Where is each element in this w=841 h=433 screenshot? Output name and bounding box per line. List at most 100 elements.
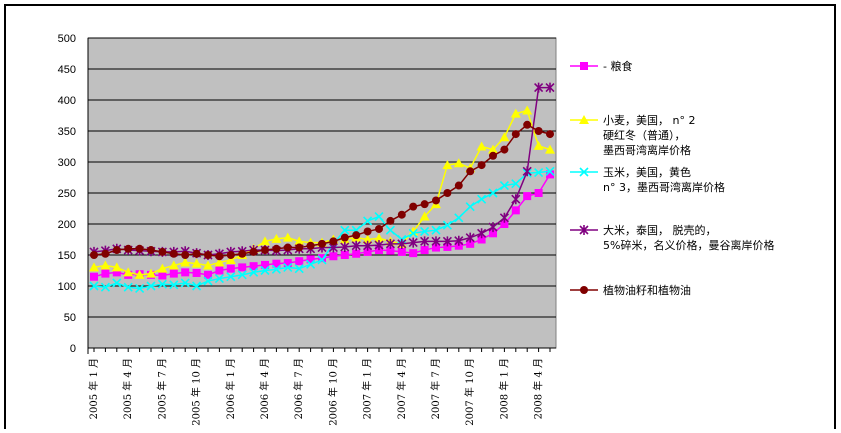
data-point xyxy=(158,247,167,256)
data-point xyxy=(135,244,144,253)
data-point xyxy=(191,258,202,268)
y-tick-label: 350 xyxy=(58,126,76,138)
data-point xyxy=(488,144,498,154)
data-point xyxy=(546,170,554,179)
series-2 xyxy=(89,166,555,294)
data-point xyxy=(306,259,316,269)
y-tick-label: 150 xyxy=(58,250,76,262)
data-point xyxy=(499,180,509,191)
data-point xyxy=(283,259,292,268)
data-point xyxy=(181,251,190,259)
data-point xyxy=(283,262,293,272)
data-point xyxy=(374,233,384,243)
data-point xyxy=(318,239,326,248)
data-point xyxy=(146,281,156,291)
y-tick-label: 500 xyxy=(58,33,76,45)
data-point xyxy=(192,281,202,291)
data-point xyxy=(180,278,190,288)
x-tick-label: 2006 年 7 月 xyxy=(292,358,305,419)
data-point xyxy=(431,225,441,235)
data-point xyxy=(271,264,281,274)
data-point xyxy=(533,140,544,150)
data-point xyxy=(499,212,509,223)
data-point xyxy=(546,130,554,139)
data-point xyxy=(317,255,327,265)
legend-marker xyxy=(580,62,588,70)
data-point xyxy=(545,82,555,93)
data-point xyxy=(101,249,110,258)
data-point xyxy=(168,260,179,270)
data-point xyxy=(419,211,430,221)
data-point xyxy=(443,189,452,197)
data-point xyxy=(260,265,270,276)
data-point xyxy=(420,236,430,247)
legend-marker xyxy=(579,115,589,124)
legend-entry: 植物油籽和植物油 xyxy=(570,283,691,297)
data-point xyxy=(214,257,225,267)
y-axis-ticks: 0 50 100 150 200 250 300 350 400 450 500 xyxy=(58,33,76,355)
data-point xyxy=(340,241,350,252)
data-point xyxy=(476,141,487,151)
data-point xyxy=(420,200,429,209)
legend-label: 玉米，美国，黄色 xyxy=(603,165,691,179)
data-point xyxy=(363,227,372,236)
x-tick-label: 2005 年 1 月 xyxy=(87,358,100,419)
data-point xyxy=(123,267,134,277)
legend-label: n° 3，墨西哥湾离岸价格 xyxy=(603,180,725,194)
data-point xyxy=(215,252,224,261)
data-point xyxy=(477,235,486,244)
data-point xyxy=(477,228,487,239)
y-tick-label: 450 xyxy=(58,64,76,76)
data-point xyxy=(385,238,395,249)
data-point xyxy=(523,120,532,129)
data-point xyxy=(101,269,110,278)
x-tick-label: 2005 年 10 月 xyxy=(190,358,203,426)
data-point xyxy=(169,280,179,290)
data-point xyxy=(489,151,497,160)
data-point xyxy=(226,264,235,273)
data-point xyxy=(249,247,258,256)
gridlines xyxy=(87,37,556,354)
data-point xyxy=(545,166,555,176)
x-tick-label: 2005 年 4 月 xyxy=(121,358,134,419)
data-point xyxy=(442,160,453,170)
data-point xyxy=(534,167,544,178)
data-point xyxy=(408,237,418,248)
data-point xyxy=(90,272,98,281)
data-point xyxy=(385,225,395,235)
data-point xyxy=(363,247,372,256)
data-point xyxy=(294,236,305,246)
data-point xyxy=(204,270,212,279)
data-point xyxy=(454,235,464,246)
data-point xyxy=(466,167,475,176)
data-point xyxy=(249,262,258,271)
x-tick-label: 2007 年 7 月 xyxy=(429,358,442,419)
x-tick-label: 2006 年 1 月 xyxy=(224,358,237,419)
x-tick-label: 2008 年 4 月 xyxy=(532,358,545,419)
data-point xyxy=(203,276,213,286)
data-point xyxy=(237,270,247,280)
legend-label: 墨西哥湾离岸价格 xyxy=(603,143,691,157)
data-point xyxy=(226,251,235,259)
data-point xyxy=(431,236,441,247)
x-tick-label: 2007 年 1 月 xyxy=(361,358,374,419)
data-point xyxy=(488,188,498,198)
data-point xyxy=(249,267,259,277)
data-point xyxy=(169,269,178,278)
data-point xyxy=(147,246,155,255)
data-point xyxy=(397,247,406,256)
data-point xyxy=(238,249,247,258)
x-tick-label: 2006 年 10 月 xyxy=(326,358,339,426)
data-point xyxy=(489,229,497,238)
data-point xyxy=(306,255,315,264)
chart-frame xyxy=(4,4,836,429)
data-point xyxy=(226,272,236,282)
legend-label: 植物油籽和植物油 xyxy=(603,283,691,297)
data-point xyxy=(386,216,395,225)
data-point xyxy=(363,216,373,226)
legend-entry: 玉米，美国，黄色n° 3，墨西哥湾离岸价格 xyxy=(570,165,725,194)
data-point xyxy=(112,268,121,277)
data-point xyxy=(442,220,452,230)
